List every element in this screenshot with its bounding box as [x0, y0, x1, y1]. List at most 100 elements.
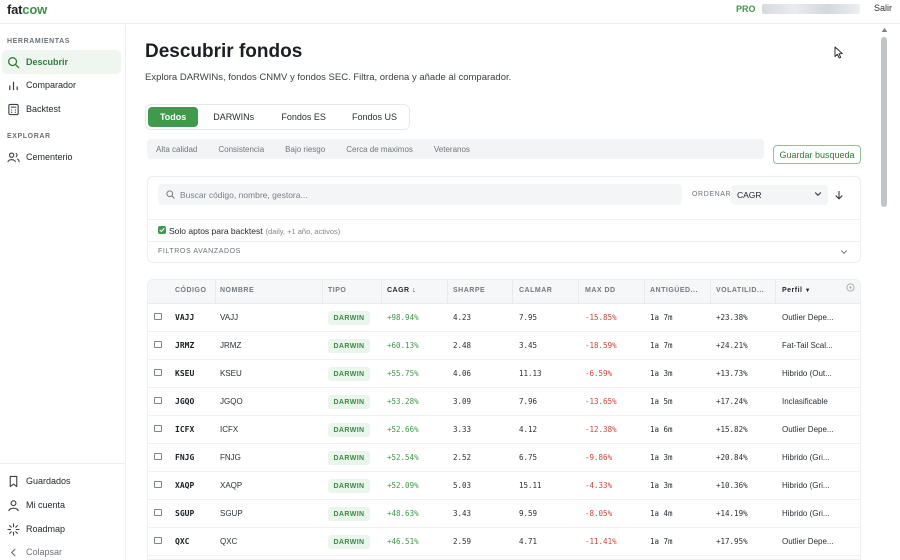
- cell-code[interactable]: SGUP: [175, 509, 195, 518]
- col-max-dd[interactable]: MAX DD: [585, 287, 616, 294]
- row-select-checkbox[interactable]: [154, 481, 162, 488]
- col-codigo[interactable]: CÓDIGO: [175, 287, 207, 294]
- logout-button[interactable]: Salir: [874, 3, 893, 13]
- scroll-up-arrow-icon[interactable]: [881, 27, 888, 33]
- cell-sharpe: 4.23: [453, 313, 472, 322]
- sidebar-item-label: Colapsar: [26, 547, 63, 557]
- col-calmar[interactable]: CALMAR: [519, 287, 553, 294]
- row-select-checkbox[interactable]: [154, 425, 162, 432]
- table-row[interactable]: XAQP XAQP +52.09% 5.03 15.11 -4.33% 1a 3m +10.3…: [148, 472, 860, 500]
- cell-max-dd: -4.33%: [585, 481, 613, 490]
- cell-antiguedad: 1a 5m: [650, 397, 673, 406]
- table-row[interactable]: ICFX ICFX +52.66% 3.33 4.12 -12.38% 1a 6m +15.8…: [148, 416, 860, 444]
- sidebar-item-comparador[interactable]: Comparador: [2, 73, 121, 97]
- cell-antiguedad: 1a 7m: [650, 341, 673, 350]
- sidebar-item-cementerio[interactable]: Cementerio: [2, 145, 121, 169]
- preset-veteranos[interactable]: Veteranos: [433, 144, 470, 154]
- col-perfil[interactable]: Perfil ▼: [782, 287, 811, 294]
- cell-calmar: 3.45: [519, 341, 538, 350]
- backtest-label-note: (daily, +1 año, activos): [265, 227, 341, 236]
- cell-code[interactable]: ICFX: [175, 425, 195, 434]
- cell-volatilidad: +15.82%: [716, 425, 748, 434]
- settings-icon[interactable]: [846, 283, 855, 292]
- tab-todos[interactable]: Todos: [148, 107, 199, 127]
- scrollbar-thumb[interactable]: [881, 37, 887, 207]
- backtest-checkbox[interactable]: [158, 226, 166, 234]
- sidebar-item-descubrir[interactable]: Descubrir: [2, 50, 121, 74]
- preset-cerca-de-maximos[interactable]: Cerca de maximos: [346, 144, 413, 154]
- col-cagr-label: CAGR: [387, 287, 410, 294]
- cell-calmar: 4.71: [519, 537, 538, 546]
- row-select-checkbox[interactable]: [154, 397, 162, 404]
- row-select-checkbox[interactable]: [154, 313, 162, 320]
- cell-perfil: Outlier Depe...: [782, 313, 834, 322]
- cell-volatilidad: +17.95%: [716, 537, 748, 546]
- sidebar-item-roadmap[interactable]: Roadmap: [2, 517, 121, 541]
- row-select-checkbox[interactable]: [154, 509, 162, 516]
- tab-fondos-us[interactable]: Fondos US: [352, 112, 398, 122]
- cell-volatilidad: +24.21%: [716, 341, 748, 350]
- table-row[interactable]: SGUP SGUP +48.63% 3.43 9.59 -8.05% 1a 4m +14.19…: [148, 500, 860, 528]
- cell-code[interactable]: JGQO: [175, 397, 195, 406]
- cell-perfil: Hibrido (Gri...: [782, 509, 830, 518]
- search-icon: [7, 56, 20, 69]
- preset-bajo-riesgo[interactable]: Bajo riesgo: [285, 144, 326, 154]
- table-row[interactable]: FNJG FNJG +52.54% 2.52 6.75 -9.86% 1a 3m +20.84…: [148, 444, 860, 472]
- tab-fondos-es[interactable]: Fondos ES: [281, 112, 326, 122]
- cell-cagr: +52.09%: [387, 481, 419, 490]
- sidebar-item-guardados[interactable]: Guardados: [2, 469, 121, 493]
- users-icon: [7, 151, 20, 164]
- row-select-checkbox[interactable]: [154, 537, 162, 544]
- sidebar-item-mi-cuenta[interactable]: Mi cuenta: [2, 493, 121, 517]
- table-row[interactable]: JRMZ JRMZ +60.13% 2.48 3.45 -18.59% 1a 7m +24.2…: [148, 332, 860, 360]
- table-row[interactable]: KSEU KSEU +55.75% 4.06 11.13 -6.59% 1a 3m +13.7…: [148, 360, 860, 388]
- order-select[interactable]: CAGR: [731, 185, 828, 205]
- row-select-checkbox[interactable]: [154, 369, 162, 376]
- col-separator: [381, 280, 382, 304]
- chevron-down-icon[interactable]: [840, 248, 848, 256]
- col-separator: [447, 280, 448, 304]
- user-email-redacted: [762, 4, 860, 14]
- cell-code[interactable]: KSEU: [175, 369, 195, 378]
- col-sharpe[interactable]: SHARPE: [453, 287, 486, 294]
- cell-name: QXC: [220, 537, 238, 546]
- save-search-button[interactable]: Guardar busqueda: [773, 145, 861, 164]
- preset-alta-calidad[interactable]: Alta calidad: [156, 144, 198, 154]
- row-select-checkbox[interactable]: [154, 341, 162, 348]
- sidebar-collapse-button[interactable]: Colapsar: [2, 540, 121, 560]
- cell-code[interactable]: XAQP: [175, 481, 195, 490]
- search-input[interactable]: [180, 189, 660, 200]
- cell-code[interactable]: JRMZ: [175, 341, 195, 350]
- tab-darwins[interactable]: DARWINs: [213, 112, 255, 122]
- cell-name: KSEU: [220, 369, 242, 378]
- table-row[interactable]: JGQO JGQO +53.28% 3.09 7.96 -13.65% 1a 5m +17.2…: [148, 388, 860, 416]
- sidebar-item-label: Guardados: [26, 476, 71, 486]
- sidebar-item-backtest[interactable]: Backtest: [2, 97, 121, 121]
- sparkle-icon: [7, 522, 20, 536]
- cell-sharpe: 2.52: [453, 453, 472, 462]
- col-antiguedad[interactable]: ANTIGÜED...: [650, 287, 698, 294]
- sidebar-item-label: Cementerio: [26, 152, 73, 162]
- app-logo[interactable]: fatcow: [7, 2, 47, 17]
- table-row[interactable]: VAJJ VAJJ +98.94% 4.23 7.95 -15.85% 1a 7m +23.3…: [148, 304, 860, 332]
- table-row[interactable]: QXC QXC +46.51% 2.59 4.71 -11.41% 1a 7m +17.95%…: [148, 528, 860, 556]
- page-subtitle: Explora DARWINs, fondos CNMV y fondos SE…: [145, 72, 512, 83]
- col-tipo[interactable]: TIPO: [328, 287, 347, 294]
- cell-code[interactable]: VAJJ: [175, 313, 195, 322]
- filter-icon: ▼: [802, 288, 812, 294]
- check-icon: [159, 228, 165, 233]
- col-nombre[interactable]: NOMBRE: [220, 287, 255, 294]
- sort-direction-button[interactable]: [829, 185, 849, 205]
- col-separator: [512, 280, 513, 304]
- cell-code[interactable]: QXC: [175, 537, 190, 546]
- row-select-checkbox[interactable]: [154, 453, 162, 460]
- preset-consistencia[interactable]: Consistencia: [218, 144, 265, 154]
- cell-cagr: +52.54%: [387, 453, 419, 462]
- cell-code[interactable]: FNJG: [175, 453, 195, 462]
- col-cagr[interactable]: CAGR ↓: [387, 287, 416, 294]
- advanced-filters-toggle[interactable]: FILTROS AVANZADOS: [158, 248, 241, 255]
- cell-name: JGQO: [220, 397, 243, 406]
- cell-sharpe: 2.59: [453, 537, 472, 546]
- top-bar: fatcow PRO Salir: [0, 0, 900, 24]
- col-volatilidad[interactable]: VOLATILID...: [716, 287, 765, 294]
